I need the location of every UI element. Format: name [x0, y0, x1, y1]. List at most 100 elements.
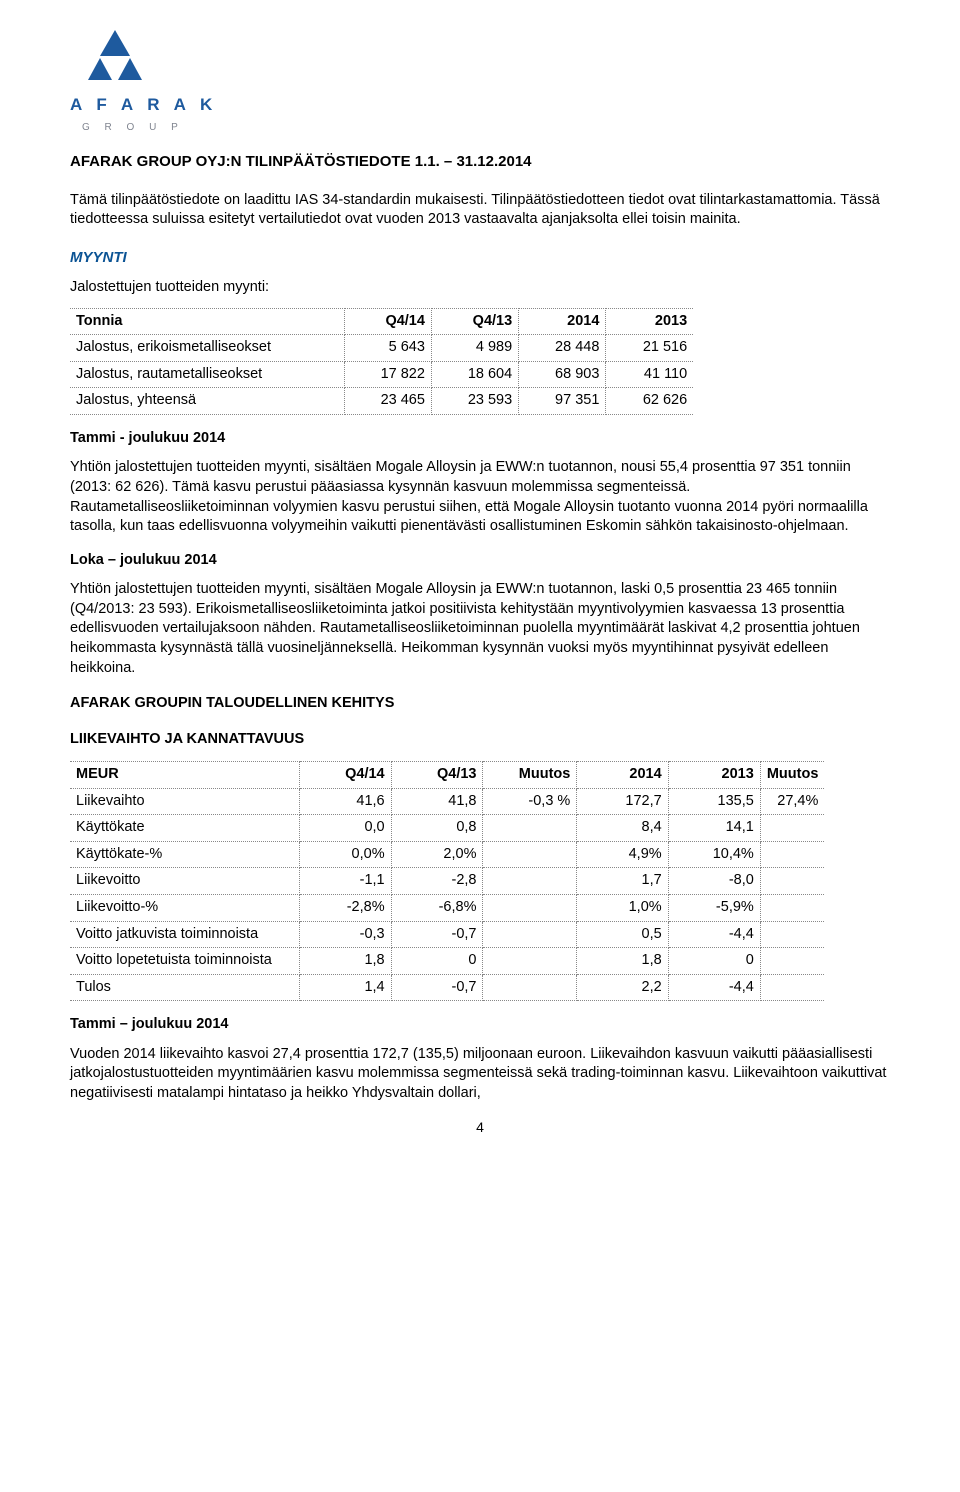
col-header: Tonnia — [70, 308, 344, 335]
table-cell: Liikevoitto-% — [70, 895, 299, 922]
table-cell: 1,8 — [299, 948, 391, 975]
table-row: Tulos1,4-0,7 2,2-4,4 — [70, 974, 824, 1001]
col-header: MEUR — [70, 762, 299, 789]
table-cell: 23 465 — [344, 388, 431, 415]
table-row: Käyttökate-%0,0%2,0% 4,9%10,4% — [70, 841, 824, 868]
table-cell: Liikevoitto — [70, 868, 299, 895]
col-header: 2014 — [519, 308, 606, 335]
fin-heading: AFARAK GROUPIN TALOUDELLINEN KEHITYS — [70, 694, 890, 714]
table-cell: 17 822 — [344, 361, 431, 388]
period-1-title: Tammi - joulukuu 2014 — [70, 429, 890, 449]
period-2-body: Yhtiön jalostettujen tuotteiden myynti, … — [70, 580, 890, 678]
col-header: 2013 — [606, 308, 693, 335]
table-cell: 0 — [668, 948, 760, 975]
sales-table: Tonnia Q4/14 Q4/13 2014 2013 Jalostus, e… — [70, 308, 693, 415]
table-cell: Käyttökate-% — [70, 841, 299, 868]
myynti-heading: MYYNTI — [70, 248, 890, 268]
table-cell: -1,1 — [299, 868, 391, 895]
table-cell: 5 643 — [344, 335, 431, 362]
table-cell: 0,0 — [299, 815, 391, 842]
col-header: Muutos — [760, 762, 824, 789]
table-cell: 1,8 — [577, 948, 668, 975]
table-cell: Käyttökate — [70, 815, 299, 842]
table-cell: 1,7 — [577, 868, 668, 895]
page-number: 4 — [70, 1118, 890, 1137]
table-cell: 62 626 — [606, 388, 693, 415]
table-cell: 23 593 — [431, 388, 518, 415]
table-cell: -8,0 — [668, 868, 760, 895]
table-cell — [483, 974, 577, 1001]
financial-table: MEUR Q4/14 Q4/13 Muutos 2014 2013 Muutos… — [70, 761, 824, 1001]
table-cell: Jalostus, yhteensä — [70, 388, 344, 415]
fin-subheading: LIIKEVAIHTO JA KANNATTAVUUS — [70, 730, 890, 750]
col-header: 2013 — [668, 762, 760, 789]
table-cell: 4,9% — [577, 841, 668, 868]
table-cell: -6,8% — [391, 895, 483, 922]
table-cell — [483, 948, 577, 975]
myynti-subheading: Jalostettujen tuotteiden myynti: — [70, 278, 890, 298]
col-header: Q4/13 — [391, 762, 483, 789]
table-cell: 135,5 — [668, 788, 760, 815]
table-row: Voitto jatkuvista toiminnoista-0,3-0,70,… — [70, 921, 824, 948]
table-cell — [760, 815, 824, 842]
table-cell — [760, 841, 824, 868]
col-header: Muutos — [483, 762, 577, 789]
col-header: Q4/14 — [344, 308, 431, 335]
col-header: Q4/13 — [431, 308, 518, 335]
period-1-body: Yhtiön jalostettujen tuotteiden myynti, … — [70, 458, 890, 536]
table-cell: 4 989 — [431, 335, 518, 362]
table-cell: -0,7 — [391, 921, 483, 948]
table-cell: 14,1 — [668, 815, 760, 842]
table-cell: 0,8 — [391, 815, 483, 842]
table-row: Jalostus, rautametalliseokset17 82218 60… — [70, 361, 693, 388]
table-cell — [760, 921, 824, 948]
table-cell: 1,0% — [577, 895, 668, 922]
col-header: Q4/14 — [299, 762, 391, 789]
table-cell: -0,3 — [299, 921, 391, 948]
table-cell — [483, 868, 577, 895]
table-cell: 8,4 — [577, 815, 668, 842]
table-row: Jalostus, erikoismetalliseokset5 6434 98… — [70, 335, 693, 362]
table-cell: -2,8% — [299, 895, 391, 922]
table-cell: 2,0% — [391, 841, 483, 868]
table-row: Liikevoitto-1,1-2,8 1,7-8,0 — [70, 868, 824, 895]
table-cell: 0,0% — [299, 841, 391, 868]
table-cell: 1,4 — [299, 974, 391, 1001]
table-cell: -4,4 — [668, 974, 760, 1001]
table-row: Käyttökate0,00,8 8,414,1 — [70, 815, 824, 842]
table-cell: 0 — [391, 948, 483, 975]
table-cell — [483, 815, 577, 842]
table-cell: Tulos — [70, 974, 299, 1001]
fin-period-1-body: Vuoden 2014 liikevaihto kasvoi 27,4 pros… — [70, 1045, 890, 1104]
table-row: Liikevaihto41,641,8-0,3 %172,7135,527,4% — [70, 788, 824, 815]
table-cell: Voitto lopetetuista toiminnoista — [70, 948, 299, 975]
table-cell: 10,4% — [668, 841, 760, 868]
table-cell: -5,9% — [668, 895, 760, 922]
table-cell: 21 516 — [606, 335, 693, 362]
table-cell — [483, 921, 577, 948]
table-cell: 27,4% — [760, 788, 824, 815]
intro-paragraph: Tämä tilinpäätöstiedote on laadittu IAS … — [70, 191, 890, 230]
table-row: Voitto lopetetuista toiminnoista1,801,80 — [70, 948, 824, 975]
table-header-row: Tonnia Q4/14 Q4/13 2014 2013 — [70, 308, 693, 335]
table-cell: 41,8 — [391, 788, 483, 815]
logo-mark-icon — [70, 30, 200, 100]
table-cell — [760, 948, 824, 975]
table-cell — [483, 841, 577, 868]
table-cell: -0,3 % — [483, 788, 577, 815]
table-cell: Jalostus, erikoismetalliseokset — [70, 335, 344, 362]
table-cell: 68 903 — [519, 361, 606, 388]
fin-period-1-title: Tammi – joulukuu 2014 — [70, 1015, 890, 1035]
table-cell: 172,7 — [577, 788, 668, 815]
table-cell — [760, 974, 824, 1001]
table-cell: 41 110 — [606, 361, 693, 388]
table-cell: 28 448 — [519, 335, 606, 362]
table-cell — [483, 895, 577, 922]
table-cell — [760, 868, 824, 895]
table-cell: -2,8 — [391, 868, 483, 895]
col-header: 2014 — [577, 762, 668, 789]
logo-sub: G R O U P — [82, 121, 890, 135]
table-cell: -0,7 — [391, 974, 483, 1001]
period-2-title: Loka – joulukuu 2014 — [70, 551, 890, 571]
table-cell: 2,2 — [577, 974, 668, 1001]
